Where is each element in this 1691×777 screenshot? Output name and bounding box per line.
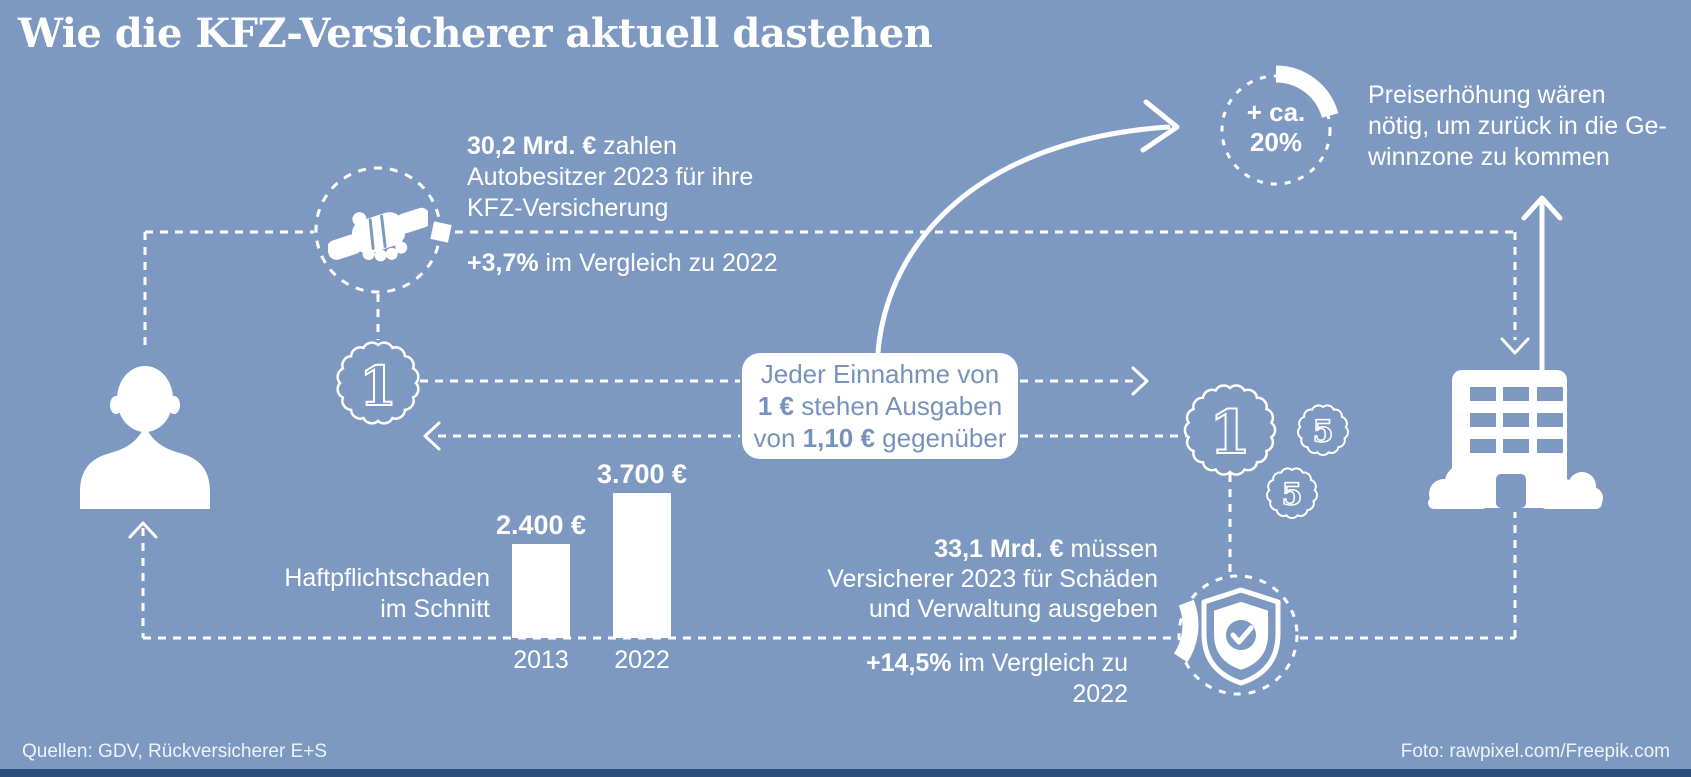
premium-amount: 30,2 Mrd. € (467, 132, 597, 160)
dashed-flow-lines (141, 230, 1517, 640)
bar-value-label-2013: 2.400 € (495, 510, 587, 540)
coin-1-right-icon (1183, 384, 1277, 476)
ratio-callout-box: Jeder Einnahme von 1 € stehen Ausgaben v… (742, 353, 1018, 459)
page-title: Wie die KFZ-Versicherer aktuell dastehen (18, 10, 933, 57)
claims-text-block: 33,1 Mrd. € müssen Versicherer 2023 für … (820, 534, 1158, 624)
arrowhead-left-icon (423, 421, 441, 451)
price-donut-dashed-circle (1220, 74, 1332, 186)
claims-amount-rest: müssen (1063, 535, 1158, 563)
ratio-line-2: 1 € stehen Ausgaben (742, 390, 1018, 422)
arrowhead-up-person-icon (128, 521, 158, 539)
ratio-line-1: Jeder Einnahme von (760, 359, 1000, 389)
bar-chart-title-line1: Haftpflichtschaden (284, 564, 490, 592)
curved-arrow-shaft (875, 124, 1171, 355)
claims-comparison: +14,5% im Vergleich zu 2022 (820, 648, 1128, 710)
bar-value-label-2022: 3.700 € (596, 459, 688, 489)
note-line-2: nötig, um zurück in die Ge- (1368, 112, 1667, 140)
arrowhead-down-icon (1500, 337, 1530, 355)
shield-arc-14pct (1173, 599, 1199, 663)
premium-change-pct: +3,7% (467, 249, 539, 277)
building-icon (1428, 370, 1603, 509)
handshake-icon (328, 207, 428, 262)
photo-credit: Foto: rawpixel.com/Freepik.com (1400, 741, 1670, 762)
coin-1-left-icon (336, 341, 420, 425)
premium-line-3: KFZ-Versicherung (467, 194, 669, 222)
note-line-1: Preiserhöhung wären (1368, 81, 1606, 109)
bar-2013 (512, 544, 570, 638)
price-increase-note: Preiserhöhung wären nötig, um zurück in … (1368, 80, 1688, 173)
ratio-income-amount: 1 € (757, 391, 794, 421)
footer-color-bar (0, 769, 1691, 777)
claims-line-1: 33,1 Mrd. € müssen (820, 534, 1158, 564)
premium-change-rest: im Vergleich zu 2022 (538, 249, 778, 277)
coin-5-bottom-icon (1266, 467, 1318, 520)
coin-1-left-numeral: 1 (359, 354, 397, 418)
bar-chart-title: Haftpflichtschaden im Schnitt (250, 563, 490, 625)
ratio-line-2-rest: stehen Ausgaben (793, 391, 1003, 421)
premium-line-1: 30,2 Mrd. € zahlen (467, 131, 827, 162)
claims-change-rest: im Vergleich zu 2022 (951, 649, 1128, 708)
coin-5-top-icon (1297, 404, 1349, 457)
bar-category-2022: 2022 (614, 646, 670, 674)
ratio-line-3: von 1,10 € gegenüber (742, 422, 1018, 454)
coin-1-right-numeral: 1 (1209, 398, 1251, 468)
bush-icons (1428, 465, 1603, 509)
shield-check-icon (1201, 587, 1281, 686)
claims-change-pct: +14,5% (866, 649, 952, 677)
ratio-line-3-rest: gegenüber (874, 423, 1007, 453)
sources-credit: Quellen: GDV, Rückversicherer E+S (22, 741, 328, 762)
person-icon (80, 366, 210, 509)
arrowhead-right-icon (1131, 366, 1149, 396)
shield-dashed-circle (1177, 574, 1299, 696)
handshake-dashed-circle (314, 166, 442, 294)
premium-line-2: Autobesitzer 2023 für ihre (467, 163, 754, 191)
donut-label-line1: + ca. (1246, 97, 1306, 127)
dashed-arrowheads (128, 337, 1530, 539)
coin-5-top-numeral: 5 (1313, 415, 1334, 450)
up-arrowhead-icon (1521, 195, 1563, 221)
donut-label: + ca. 20% (1216, 97, 1336, 157)
curved-arrow-to-donut (875, 99, 1180, 355)
claims-line-3: und Verwaltung ausgeben (868, 595, 1158, 623)
curved-arrowhead-icon (1140, 99, 1180, 153)
premium-amount-rest: zahlen (596, 132, 677, 160)
claims-line-2: Versicherer 2023 für Schäden (827, 565, 1158, 593)
donut-arc-20pct (1275, 65, 1339, 119)
claims-amount: 33,1 Mrd. € (934, 535, 1064, 563)
note-line-3: winnzone zu kommen (1368, 143, 1610, 171)
ratio-line-3-pre: von (753, 423, 803, 453)
bar-chart-title-line2: im Schnitt (380, 595, 490, 623)
coin-badges (336, 341, 1349, 520)
coin-5-bottom-numeral: 5 (1282, 478, 1303, 513)
donut-label-line2: 20% (1249, 127, 1303, 157)
ratio-expense-amount: 1,10 € (802, 423, 875, 453)
premium-text-block: 30,2 Mrd. € zahlen Autobesitzer 2023 für… (467, 131, 827, 224)
solid-up-arrow (1521, 195, 1563, 375)
premium-comparison: +3,7% im Vergleich zu 2022 (467, 248, 847, 279)
bar-2022 (613, 493, 671, 638)
bar-category-2013: 2013 (513, 646, 569, 674)
